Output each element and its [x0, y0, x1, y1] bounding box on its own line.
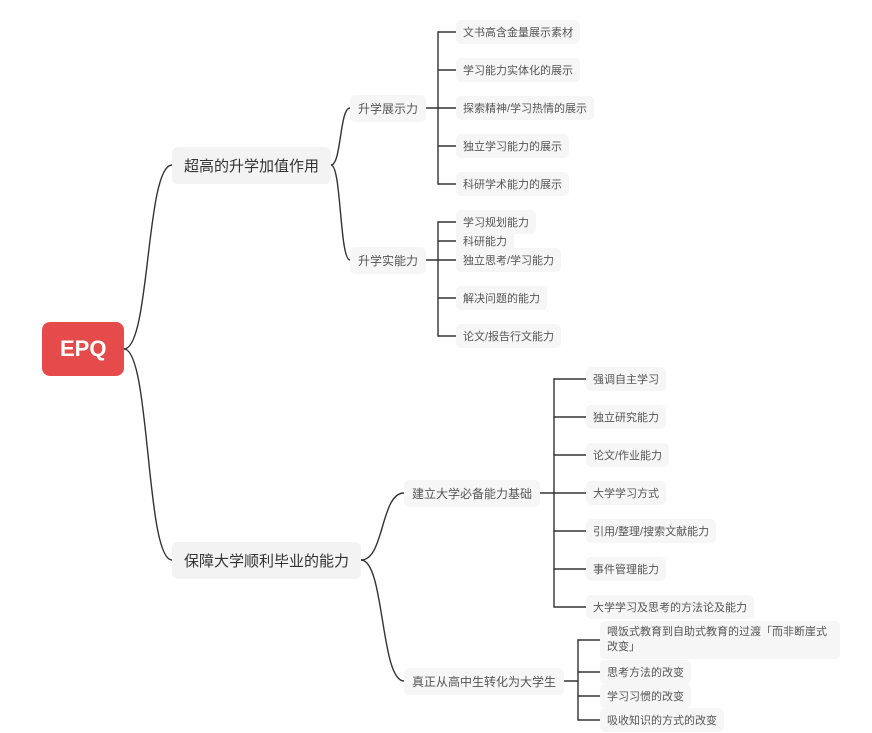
node-b2s1l5: 引用/整理/搜索文献能力 [586, 519, 716, 543]
node-b1s2l3: 独立思考/学习能力 [456, 248, 561, 272]
node-b1s1l2: 学习能力实体化的展示 [456, 58, 580, 82]
node-b2s1l6: 事件管理能力 [586, 557, 666, 581]
node-b2s1: 建立大学必备能力基础 [404, 480, 540, 507]
node-b1s1l3: 探索精神/学习热情的展示 [456, 96, 594, 120]
node-b1s1l4: 独立学习能力的展示 [456, 134, 569, 158]
node-b2s1l4: 大学学习方式 [586, 481, 666, 505]
node-b1s2l5: 论文/报告行文能力 [456, 324, 561, 348]
node-b2s2l1: 喂饭式教育到自助式教育的过渡「而非断崖式改变」 [600, 621, 840, 659]
node-b1s1l5: 科研学术能力的展示 [456, 172, 569, 196]
node-b1s1: 升学展示力 [350, 95, 426, 122]
node-b1s2l4: 解决问题的能力 [456, 286, 547, 310]
node-b2s2l3: 学习习惯的改变 [600, 684, 691, 708]
node-b1s1l1: 文书高含金量展示素材 [456, 20, 580, 44]
node-b2s1l3: 论文/作业能力 [586, 443, 669, 467]
node-b2s2l4: 吸收知识的方式的改变 [600, 708, 724, 732]
node-b2s1l2: 独立研究能力 [586, 405, 666, 429]
node-root: EPQ [42, 322, 124, 376]
node-b2s1l7: 大学学习及思考的方法论及能力 [586, 595, 754, 619]
node-b1: 超高的升学加值作用 [172, 147, 331, 184]
node-b1s2: 升学实能力 [350, 247, 426, 274]
node-b2s2: 真正从高中生转化为大学生 [404, 668, 564, 695]
mindmap-canvas: EPQ 超高的升学加值作用升学展示力 文书高含金量展示素材学习能力实体化的展示探索精… [0, 0, 872, 733]
node-b2: 保障大学顺利毕业的能力 [172, 542, 361, 579]
node-b2s2l2: 思考方法的改变 [600, 660, 691, 684]
node-b2s1l1: 强调自主学习 [586, 367, 666, 391]
